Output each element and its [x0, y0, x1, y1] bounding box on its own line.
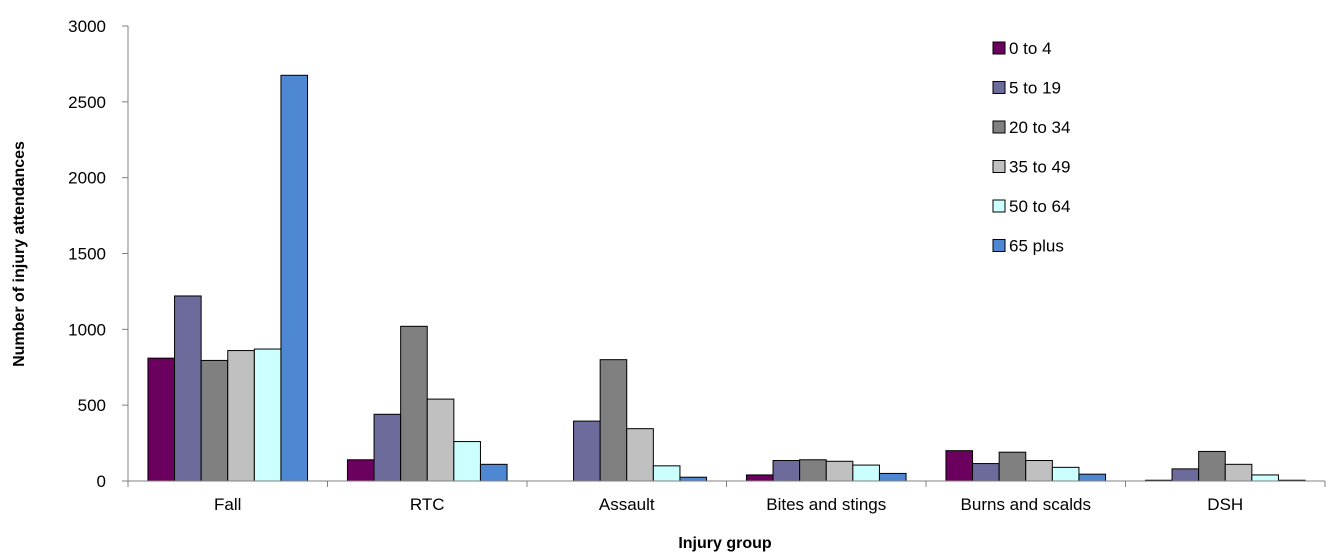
bar-fall-65-plus	[280, 74, 309, 482]
bar-burns-and-scalds-20-to-34	[998, 451, 1027, 482]
legend-label: 20 to 34	[1009, 118, 1070, 137]
category-label: Fall	[214, 495, 241, 514]
bar-fall-0-to-4	[147, 357, 176, 482]
x-axis-title: Injury group	[678, 535, 772, 552]
bar-dsh-5-to-19	[1171, 468, 1200, 482]
bar-fall-5-to-19	[174, 295, 202, 482]
bar-rtc-35-to-49	[426, 398, 455, 482]
legend-swatch	[992, 81, 1006, 94]
y-tick-label: 2500	[68, 93, 106, 112]
bar-assault-65-plus	[679, 476, 708, 482]
bar-burns-and-scalds-0-to-4	[945, 450, 974, 482]
bar-assault-35-to-49	[626, 428, 654, 482]
legend-label: 50 to 64	[1009, 197, 1070, 216]
legend-label: 0 to 4	[1009, 39, 1052, 58]
bar-bites-and-stings-5-to-19	[772, 460, 801, 482]
bar-dsh-50-to-64	[1251, 474, 1279, 482]
y-axis-ticks: 0 500 1000 1500 2000 2500 3000	[68, 17, 128, 491]
y-tick-label: 500	[78, 396, 106, 415]
bar-rtc-20-to-34	[400, 325, 428, 482]
legend-swatch	[992, 160, 1006, 173]
bar-rtc-50-to-64	[453, 441, 481, 482]
legend-label: 65 plus	[1009, 237, 1064, 256]
bar-dsh-20-to-34	[1198, 450, 1226, 482]
bar-fall-20-to-34	[200, 359, 229, 482]
y-axis-title: Number of injury attendances	[11, 141, 28, 367]
legend-swatch	[992, 120, 1006, 134]
bar-bites-and-stings-35-to-49	[825, 460, 854, 482]
bar-burns-and-scalds-50-to-64	[1051, 466, 1080, 482]
bar-burns-and-scalds-65-plus	[1078, 473, 1107, 482]
x-axis	[127, 26, 1326, 487]
bar-rtc-0-to-4	[346, 459, 375, 482]
y-tick-label: 2000	[68, 169, 106, 188]
legend-swatch	[992, 239, 1006, 252]
category-label: RTC	[410, 495, 445, 514]
category-label: Assault	[599, 495, 655, 514]
legend-swatch	[992, 41, 1006, 55]
bar-burns-and-scalds-5-to-19	[972, 463, 1000, 482]
bar-assault-50-to-64	[652, 465, 681, 482]
bars	[147, 74, 1306, 482]
category-label: Burns and scalds	[961, 495, 1091, 514]
bar-burns-and-scalds-35-to-49	[1025, 460, 1053, 482]
bar-bites-and-stings-65-plus	[878, 472, 907, 482]
y-tick-label: 0	[97, 472, 106, 491]
bar-fall-35-to-49	[227, 350, 255, 482]
bar-rtc-5-to-19	[373, 413, 402, 482]
bar-assault-20-to-34	[599, 359, 628, 482]
bar-rtc-65-plus	[479, 463, 508, 482]
legend-swatch	[992, 199, 1006, 213]
bar-fall-50-to-64	[253, 348, 282, 482]
bar-bites-and-stings-50-to-64	[852, 464, 880, 482]
legend-label: 5 to 19	[1009, 79, 1061, 98]
category-label: DSH	[1207, 495, 1243, 514]
bar-bites-and-stings-20-to-34	[799, 459, 827, 482]
category-labels: Fall RTC Assault Bites and stings Burns and …	[214, 495, 1243, 514]
legend: 0 to 4 5 to 19 20 to 34 35 to 49 50 to 64 65 …	[992, 39, 1070, 256]
bar-dsh-35-to-49	[1224, 463, 1253, 482]
bar-bites-and-stings-0-to-4	[745, 474, 774, 482]
y-tick-label: 1000	[68, 320, 106, 339]
y-tick-label: 1500	[68, 245, 106, 264]
bar-assault-5-to-19	[573, 420, 601, 482]
y-tick-label: 3000	[68, 17, 106, 36]
category-label: Bites and stings	[766, 495, 886, 514]
legend-label: 35 to 49	[1009, 158, 1070, 177]
